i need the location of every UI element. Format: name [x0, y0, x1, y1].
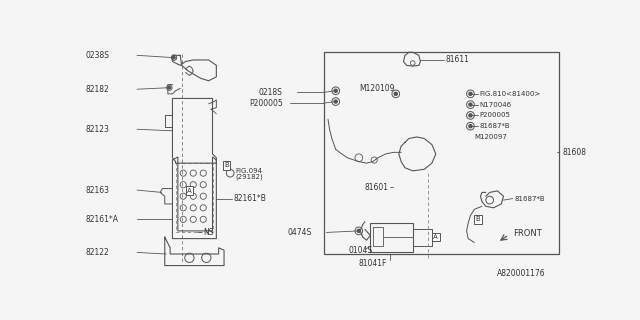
Text: 82122: 82122 [86, 248, 109, 257]
Text: 82161*A: 82161*A [86, 215, 118, 224]
Text: M120109: M120109 [359, 84, 394, 93]
Text: 81608: 81608 [563, 148, 587, 157]
Text: N170046: N170046 [480, 102, 512, 108]
Text: A: A [433, 234, 438, 240]
Text: FRONT: FRONT [513, 229, 541, 238]
Text: 81687*B: 81687*B [480, 123, 510, 129]
Text: 82163: 82163 [86, 186, 109, 195]
Text: M120097: M120097 [474, 134, 507, 140]
Text: 0238S: 0238S [86, 51, 109, 60]
Text: P200005: P200005 [480, 112, 511, 118]
Bar [413, 229, 432, 246]
Text: P200005: P200005 [250, 99, 284, 108]
Text: 0474S: 0474S [288, 228, 312, 237]
Text: 82182: 82182 [86, 85, 109, 94]
Text: A: A [187, 188, 192, 194]
Circle shape [469, 114, 472, 117]
Text: NS: NS [204, 228, 214, 237]
Text: B: B [224, 163, 228, 168]
Text: 81041F: 81041F [358, 259, 387, 268]
Circle shape [334, 89, 337, 92]
Text: A820001176: A820001176 [497, 269, 546, 278]
Text: B: B [476, 216, 481, 222]
Text: 82123: 82123 [86, 125, 109, 134]
Bar [324, 52, 559, 254]
Circle shape [469, 124, 472, 128]
Text: 82161*B: 82161*B [234, 194, 266, 203]
Circle shape [334, 100, 337, 103]
Text: 81611: 81611 [446, 55, 470, 64]
Text: 0218S: 0218S [259, 88, 283, 97]
Circle shape [173, 57, 175, 59]
Text: (29182): (29182) [236, 174, 263, 180]
Circle shape [357, 229, 360, 232]
Circle shape [168, 86, 170, 89]
Circle shape [394, 92, 397, 95]
Bar [175, 163, 212, 232]
Text: 0104S: 0104S [348, 246, 372, 255]
Circle shape [469, 92, 472, 95]
Text: 81687*B: 81687*B [515, 196, 545, 202]
Text: 81601: 81601 [365, 182, 389, 191]
Bar [371, 223, 413, 252]
Text: FIG.094: FIG.094 [236, 168, 262, 174]
Circle shape [469, 103, 472, 106]
Text: FIG.810<81400>: FIG.810<81400> [480, 91, 541, 97]
